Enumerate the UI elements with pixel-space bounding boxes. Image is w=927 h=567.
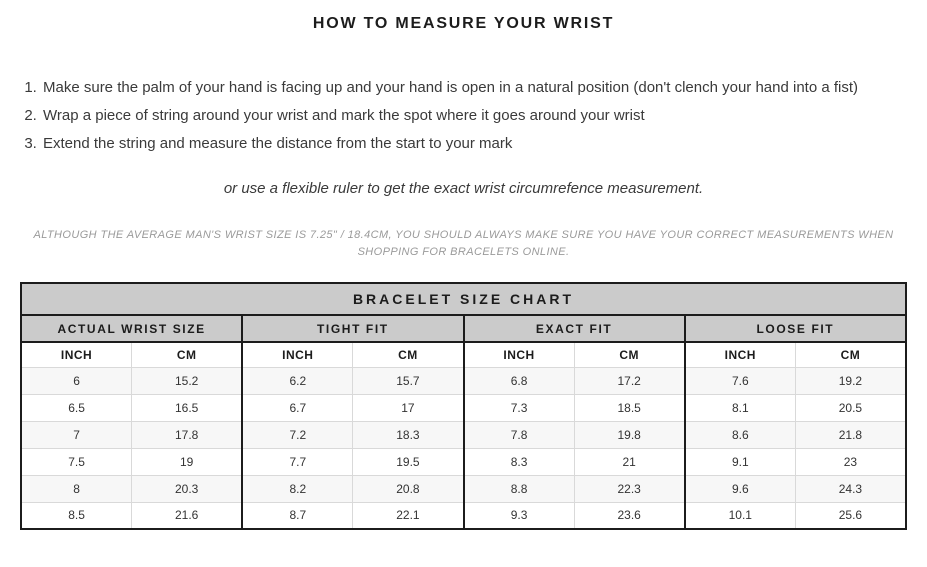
size-cell: 19.2: [794, 366, 907, 395]
group-header-tight-fit: TIGHT FIT: [241, 314, 465, 343]
size-cell: 21: [573, 447, 686, 476]
unit-header-cell: CM: [131, 341, 243, 368]
size-cell: 19: [131, 447, 243, 476]
unit-header-cell: CM: [573, 341, 686, 368]
size-cell: 21.8: [794, 420, 907, 449]
size-cell: 17.8: [131, 420, 243, 449]
size-cell: 8.8: [462, 474, 575, 503]
group-header-loose-fit: LOOSE FIT: [683, 314, 907, 343]
instruction-item: Extend the string and measure the distan…: [41, 130, 909, 158]
unit-header-cell: CM: [794, 341, 907, 368]
instruction-item: Wrap a piece of string around your wrist…: [41, 102, 909, 130]
size-cell: 6: [20, 366, 133, 395]
chart-title: BRACELET SIZE CHART: [20, 282, 907, 316]
size-chart-body: 6 15.2 6.2 15.7 6.8 17.2 7.6 19.2 6.5 16.5 6.7 17 7.…: [20, 366, 907, 530]
size-cell: 7.5: [20, 447, 133, 476]
size-cell: 19.8: [573, 420, 686, 449]
page-title: HOW TO MEASURE YOUR WRIST: [312, 15, 615, 32]
size-cell: 17: [352, 393, 464, 422]
instruction-item: Make sure the palm of your hand is facin…: [41, 74, 909, 102]
size-row: 6 15.2 6.2 15.7 6.8 17.2 7.6 19.2: [20, 366, 907, 395]
size-cell: 7.2: [241, 420, 354, 449]
size-cell: 9.1: [683, 447, 796, 476]
group-header-actual-wrist-size: ACTUAL WRIST SIZE: [19, 314, 243, 343]
size-cell: 22.1: [352, 501, 464, 530]
unit-header-cell: INCH: [462, 341, 575, 368]
size-cell: 20.3: [131, 474, 243, 503]
size-cell: 18.5: [573, 393, 686, 422]
size-cell: 6.8: [462, 366, 575, 395]
unit-header-cell: INCH: [683, 341, 796, 368]
size-cell: 8.6: [683, 420, 796, 449]
bracelet-size-chart: BRACELET SIZE CHART ACTUAL WRIST SIZE TI…: [19, 282, 907, 530]
size-cell: 25.6: [794, 501, 907, 530]
size-row: 8.5 21.6 8.7 22.1 9.3 23.6 10.1 25.6: [20, 501, 907, 530]
units-row: INCH CM INCH CM INCH CM INCH CM: [20, 341, 907, 368]
size-cell: 7.8: [462, 420, 575, 449]
instruction-list: Make sure the palm of your hand is facin…: [23, 74, 909, 158]
chart-title-row: BRACELET SIZE CHART: [20, 282, 907, 316]
size-cell: 16.5: [131, 393, 243, 422]
unit-header-cell: CM: [352, 341, 464, 368]
size-cell: 7.3: [462, 393, 575, 422]
size-cell: 17.2: [573, 366, 686, 395]
size-cell: 23: [794, 447, 907, 476]
size-row: 7 17.8 7.2 18.3 7.8 19.8 8.6 21.8: [20, 420, 907, 449]
size-cell: 6.2: [241, 366, 354, 395]
size-cell: 22.3: [573, 474, 686, 503]
size-cell: 24.3: [794, 474, 907, 503]
size-cell: 6.5: [20, 393, 133, 422]
size-cell: 6.7: [241, 393, 354, 422]
size-cell: 7.6: [683, 366, 796, 395]
size-cell: 7.7: [241, 447, 354, 476]
size-cell: 8.2: [241, 474, 354, 503]
size-cell: 8.1: [683, 393, 796, 422]
group-header-exact-fit: EXACT FIT: [462, 314, 686, 343]
size-cell: 8: [20, 474, 133, 503]
size-cell: 15.2: [131, 366, 243, 395]
size-row: 8 20.3 8.2 20.8 8.8 22.3 9.6 24.3: [20, 474, 907, 503]
size-cell: 7: [20, 420, 133, 449]
size-cell: 23.6: [573, 501, 686, 530]
size-cell: 18.3: [352, 420, 464, 449]
disclaimer-text: ALTHOUGH THE AVERAGE MAN'S WRIST SIZE IS…: [33, 229, 894, 258]
size-cell: 9.3: [462, 501, 575, 530]
unit-header-cell: INCH: [20, 341, 133, 368]
size-row: 7.5 19 7.7 19.5 8.3 21 9.1 23: [20, 447, 907, 476]
unit-header-cell: INCH: [241, 341, 354, 368]
size-cell: 8.5: [20, 501, 133, 530]
size-cell: 20.8: [352, 474, 464, 503]
size-cell: 21.6: [131, 501, 243, 530]
size-chart-head: BRACELET SIZE CHART ACTUAL WRIST SIZE TI…: [19, 282, 907, 368]
group-header-row: ACTUAL WRIST SIZE TIGHT FIT EXACT FIT LO…: [19, 314, 907, 343]
size-row: 6.5 16.5 6.7 17 7.3 18.5 8.1 20.5: [20, 393, 907, 422]
alternative-note: or use a flexible ruler to get the exact…: [223, 180, 704, 197]
size-cell: 8.7: [241, 501, 354, 530]
size-cell: 19.5: [352, 447, 464, 476]
size-cell: 10.1: [683, 501, 796, 530]
size-cell: 9.6: [683, 474, 796, 503]
size-cell: 20.5: [794, 393, 907, 422]
size-cell: 8.3: [462, 447, 575, 476]
size-cell: 15.7: [352, 366, 464, 395]
